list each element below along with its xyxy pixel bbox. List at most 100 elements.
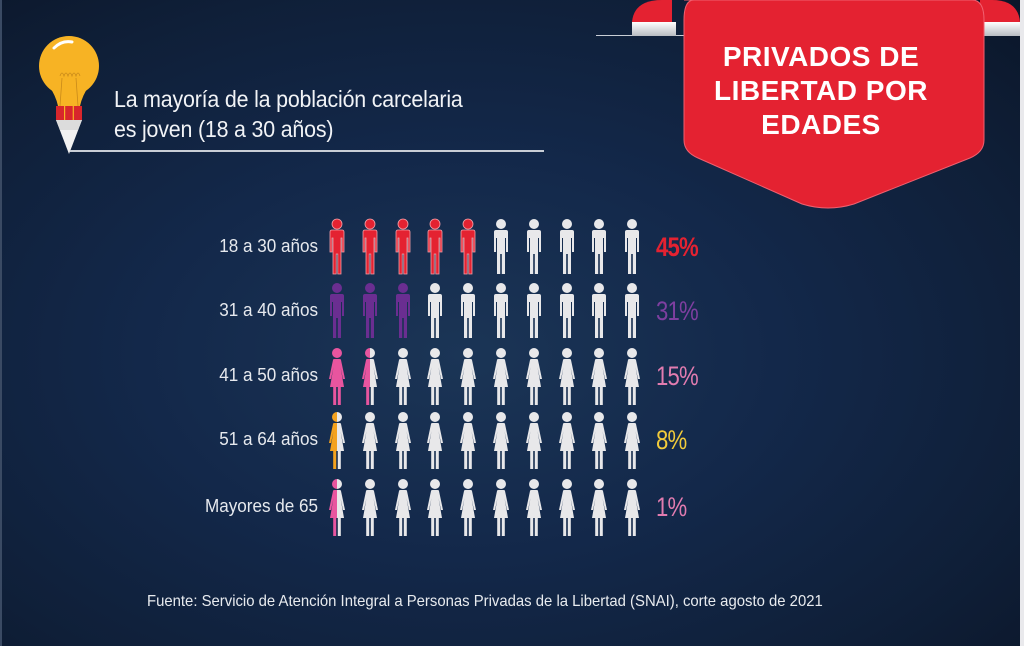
icon-head (364, 218, 376, 230)
icon-head (463, 479, 474, 489)
male-person-icon (625, 283, 640, 338)
female-person-icon (493, 412, 509, 469)
female-person-icon (394, 412, 411, 469)
female-person-icon (525, 479, 542, 536)
icon-head (429, 218, 441, 230)
icon-head (594, 219, 605, 229)
icon-body (361, 359, 378, 405)
male-person-icon (559, 283, 574, 338)
icon-body (526, 294, 541, 338)
icon-head (594, 412, 605, 422)
icon-body (591, 359, 608, 405)
banner-title: PRIVADOS DE LIBERTAD POR EDADES (686, 40, 956, 142)
female-person-icon (427, 412, 444, 469)
icon-head (331, 218, 343, 230)
icon-body (460, 423, 477, 469)
icon-body (329, 490, 345, 536)
source-note: Fuente: Servicio de Atención Integral a … (147, 593, 823, 610)
icon-body (427, 423, 444, 469)
icon-head (463, 348, 474, 358)
icon-head (397, 218, 408, 230)
chart-row: Mayores de 65 1% (0, 478, 1024, 538)
icon-body (559, 294, 574, 338)
icon-head (397, 412, 408, 422)
male-person-icon (427, 218, 443, 275)
icon-head (561, 283, 572, 293)
row-label: Mayores de 65 (204, 496, 318, 516)
female-person-icon (624, 479, 641, 536)
icon-body (494, 230, 508, 274)
female-person-icon (460, 348, 477, 405)
male-person-icon (625, 219, 640, 274)
icon-body (525, 359, 542, 405)
icon-body (395, 294, 410, 338)
female-person-icon (329, 479, 345, 536)
icon-head (430, 412, 441, 422)
icon-body (460, 229, 476, 275)
icon-head (463, 283, 474, 293)
title-banner (632, 0, 1020, 209)
row-label: 51 a 64 años (219, 429, 318, 449)
female-person-icon (558, 348, 575, 405)
icon-head (561, 412, 572, 422)
icon-body (592, 230, 607, 274)
male-person-icon (494, 219, 508, 274)
icon-head (462, 218, 474, 230)
female-person-icon (558, 479, 575, 536)
female-person-icon (624, 348, 641, 405)
right-frame-edge (1020, 0, 1024, 646)
icon-body (525, 490, 542, 536)
female-person-icon (493, 348, 509, 405)
male-person-icon (362, 218, 378, 275)
icon-head (627, 348, 638, 358)
row-label: 18 a 30 años (219, 236, 318, 256)
icon-body (330, 294, 344, 338)
icon-head (496, 348, 506, 358)
banner-title-line-3: EDADES (761, 109, 881, 140)
icon-body (361, 423, 378, 469)
icon-head (430, 479, 441, 489)
female-person-icon (525, 348, 542, 405)
icon-head (364, 283, 375, 293)
chart-row: 51 a 64 años 8% (0, 411, 1024, 471)
value-label: 45% (656, 232, 699, 262)
icon-body (558, 359, 575, 405)
headline-underline (70, 150, 544, 152)
icon-head (397, 348, 408, 358)
banner-title-line-1: PRIVADOS DE (722, 41, 920, 72)
chart-row: 31 a 40 años 31% (0, 282, 1024, 342)
icon-row (325, 218, 645, 278)
banner-title-line-2: LIBERTAD POR (714, 75, 928, 106)
icon-head (496, 479, 506, 489)
icon-head (332, 348, 342, 358)
icon-row (325, 478, 645, 538)
chart-row: 41 a 50 años 15% (0, 347, 1024, 407)
female-person-icon (460, 479, 477, 536)
row-label: 31 a 40 años (219, 300, 318, 320)
icon-head (397, 479, 408, 489)
male-person-icon (460, 218, 476, 275)
icon-body (624, 490, 641, 536)
icon-body (625, 230, 640, 274)
icon-body (526, 230, 541, 274)
icon-body (362, 229, 378, 275)
male-person-icon (526, 283, 541, 338)
male-person-icon (362, 283, 377, 338)
female-person-icon (591, 412, 608, 469)
icon-head (627, 219, 638, 229)
icon-body (427, 490, 444, 536)
value-label: 1% (656, 492, 687, 522)
female-person-icon (591, 479, 608, 536)
headline-line-1: La mayoría de la población carcelaria (114, 86, 463, 112)
value-label: 15% (656, 361, 699, 391)
icon-head (496, 283, 506, 293)
icon-body (558, 423, 575, 469)
icon-body (493, 359, 509, 405)
icon-body (494, 294, 508, 338)
icon-head (561, 348, 572, 358)
icon-body (460, 490, 477, 536)
icon-head (397, 283, 408, 293)
male-person-icon (494, 283, 508, 338)
icon-head (594, 348, 605, 358)
icon-head (528, 219, 539, 229)
